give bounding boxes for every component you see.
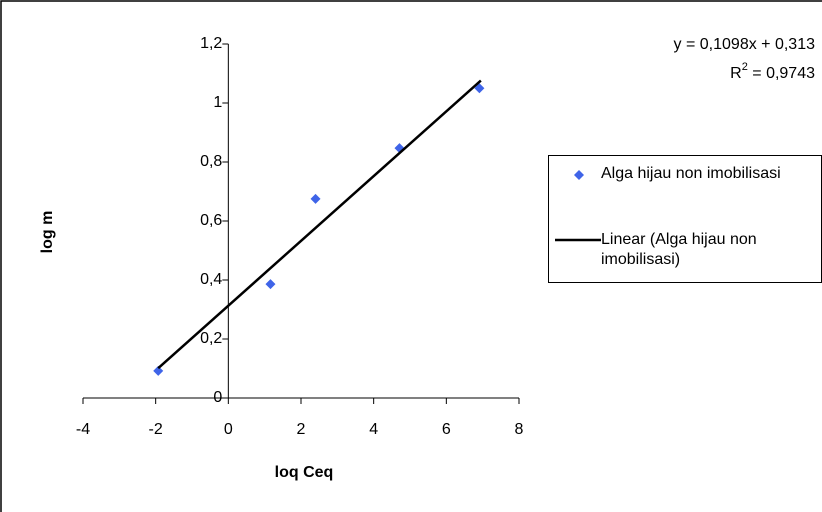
r-base: R xyxy=(730,65,742,82)
r-rest: = 0,9743 xyxy=(748,65,815,82)
data-point xyxy=(265,279,276,290)
legend-label: Linear (Alga hijau non imobilisasi) xyxy=(601,231,757,268)
y-axis-label: log m xyxy=(39,211,56,254)
trend-equation: y = 0,1098x + 0,313 xyxy=(674,36,816,53)
y-tick-label: 0 xyxy=(213,389,222,406)
data-point xyxy=(153,365,164,376)
legend-entry: Linear (Alga hijau non imobilisasi) xyxy=(549,230,821,270)
y-tick-label: 1 xyxy=(213,94,222,111)
r-sup: 2 xyxy=(742,61,748,73)
x-tick-label: 8 xyxy=(515,421,524,438)
y-tick-label: 1,2 xyxy=(200,35,222,52)
y-tick-label: 0,2 xyxy=(200,330,222,347)
legend-swatch xyxy=(555,238,601,242)
legend-marker xyxy=(574,170,584,180)
x-axis-label: loq Ceq xyxy=(275,464,334,481)
y-tick-label: 0,8 xyxy=(200,153,222,170)
x-tick-label: 2 xyxy=(297,421,306,438)
y-tick-label: 0,6 xyxy=(200,212,222,229)
y-tick-label: 0,4 xyxy=(200,271,222,288)
data-point xyxy=(310,193,321,204)
legend: Alga hijau non imobilisasi Linear (Alga h… xyxy=(548,155,822,283)
legend-swatch xyxy=(574,170,584,180)
r-squared: R2 = 0,9743 xyxy=(730,61,815,82)
legend-label: Alga hijau non imobilisasi xyxy=(601,165,781,182)
x-tick-label: 0 xyxy=(224,421,233,438)
x-tick-label: -4 xyxy=(76,421,90,438)
x-tick-label: 4 xyxy=(369,421,378,438)
x-tick-label: 6 xyxy=(442,421,451,438)
legend-entry: Alga hijau non imobilisasi xyxy=(549,164,821,184)
trend-line xyxy=(157,79,482,370)
x-tick-label: -2 xyxy=(149,421,163,438)
